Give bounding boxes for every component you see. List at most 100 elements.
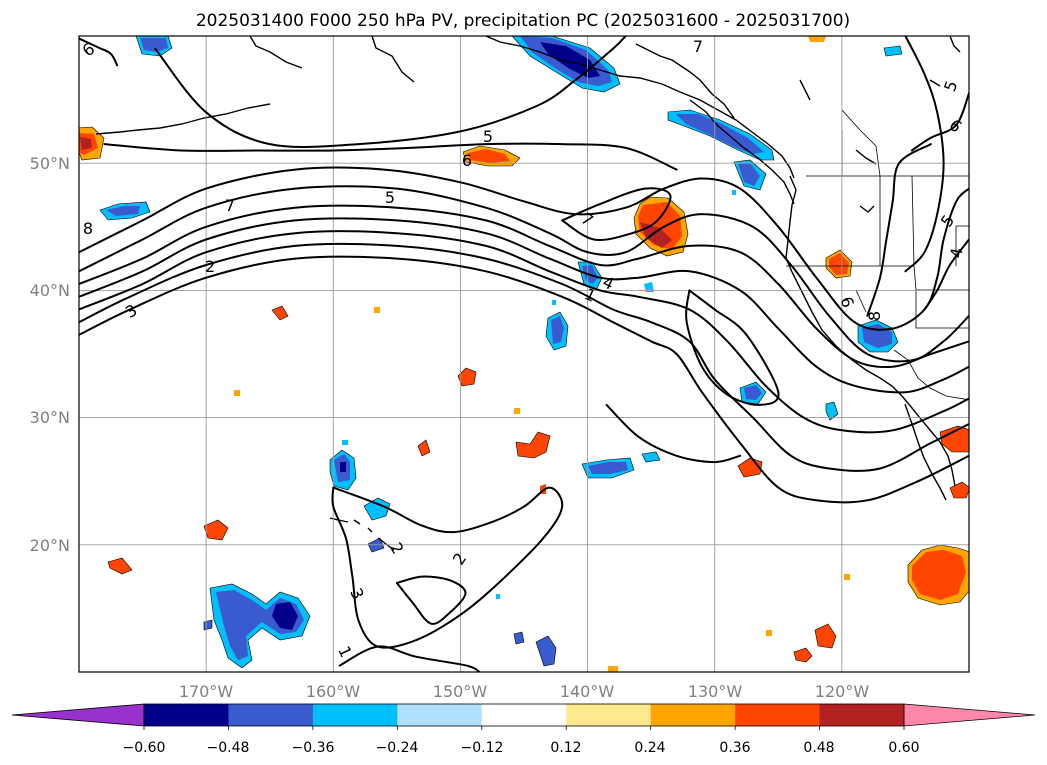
coastline <box>689 99 795 205</box>
precip-negative-area <box>535 635 557 667</box>
colorbar <box>11 703 1036 730</box>
pv-contour-line-1 <box>79 255 969 504</box>
precip-positive-area <box>608 666 618 672</box>
pv-contour-line-8 <box>866 143 932 317</box>
chart-title: 2025031400 F000 250 hPa PV, precipitatio… <box>196 11 850 31</box>
precip-positive-area <box>844 574 850 580</box>
colorbar-swatch <box>228 704 314 726</box>
y-tick-label: 20°N <box>30 536 70 555</box>
colorbar-tick-label: 0.36 <box>719 740 750 756</box>
precip-positive-area <box>514 408 520 414</box>
precip-positive-area <box>417 439 431 457</box>
coastline <box>635 43 735 119</box>
precip-negative-area <box>825 401 839 421</box>
precip-positive-area <box>271 305 289 321</box>
contour-label: 5 <box>385 188 395 207</box>
contour-label: 7 <box>225 196 235 215</box>
precip-negative-area <box>106 206 140 216</box>
precip-negative-area <box>363 497 391 521</box>
colorbar-tick-label: −0.12 <box>461 740 504 756</box>
pv-contour-line-5 <box>154 36 627 148</box>
x-tick-label: 170°W <box>179 682 234 701</box>
pv-contour-line-1 <box>685 289 780 406</box>
x-tick-label: 130°W <box>688 682 743 701</box>
precip-negative-area <box>641 451 661 463</box>
pv-contour-line-4 <box>79 217 969 394</box>
x-tick-label: 120°W <box>815 682 870 701</box>
colorbar-extend-min <box>11 703 145 727</box>
x-tick-label: 140°W <box>560 682 615 701</box>
pv-contour-line-7 <box>79 166 969 331</box>
contour-label: 7 <box>693 37 703 56</box>
contour-label: 6 <box>462 151 472 170</box>
colorbar-tick-label: −0.48 <box>207 740 250 756</box>
precip-negative-area <box>272 602 298 630</box>
colorbar-swatch <box>481 704 567 726</box>
pv-contour-line-1 <box>338 645 481 672</box>
y-axis-tick-labels: 50°N 40°N 30°N 20°N <box>30 154 70 555</box>
colorbar-tick-label: −0.24 <box>376 740 419 756</box>
colorbar-swatch <box>144 704 229 726</box>
precip-positive-area <box>107 557 133 575</box>
precip-negative-area <box>738 163 760 186</box>
colorbar-frame <box>143 703 905 727</box>
x-tick-label: 150°W <box>433 682 488 701</box>
coastline <box>799 36 961 101</box>
precip-positive-area <box>814 623 837 649</box>
precip-positive-area <box>234 390 240 396</box>
precip-negative-area <box>644 282 654 292</box>
precip-positive-area <box>766 630 772 636</box>
colorbar-swatch <box>819 704 905 726</box>
precip-negative-area <box>551 316 564 344</box>
colorbar-tick-label: −0.60 <box>123 740 166 756</box>
precip-negative-area <box>203 619 213 631</box>
colorbar-tick-label: 0.24 <box>634 740 665 756</box>
colorbar-swatch <box>397 704 483 726</box>
pv-contour-line-2 <box>79 242 969 472</box>
pv-contour-layer <box>79 36 969 672</box>
colorbar-tick-label: −0.36 <box>292 740 335 756</box>
x-tick-label: 160°W <box>306 682 361 701</box>
colorbar-swatch <box>566 704 652 726</box>
pv-contour-line-6 <box>910 92 969 152</box>
precip-positive-area <box>829 253 849 275</box>
contour-label: 8 <box>83 219 93 238</box>
y-tick-label: 50°N <box>30 154 70 173</box>
pv-contour-line-3 <box>79 230 969 434</box>
precip-positive-area <box>808 36 826 42</box>
pv-contour-line-6 <box>103 142 678 171</box>
pv-contour-line-3 <box>395 575 467 625</box>
precip-negative-area <box>340 462 346 472</box>
precip-negative-area <box>342 440 348 445</box>
plot-area <box>79 36 969 672</box>
precip-negative-area <box>513 631 525 645</box>
precip-negative-area <box>140 38 168 52</box>
precip-negative-area <box>496 594 500 599</box>
precip-positive-area <box>515 431 551 459</box>
contour-label: 5 <box>483 127 493 146</box>
precip-positive-area <box>468 149 510 163</box>
colorbar-tick-label: 0.12 <box>550 740 581 756</box>
precip-positive-area <box>793 647 813 663</box>
precip-negative-area <box>732 190 736 195</box>
pv-contour-line-2 <box>331 486 564 649</box>
precip-negative-area <box>540 42 600 78</box>
precipitation-anomaly-layer <box>79 36 969 672</box>
precip-negative-area <box>744 385 762 400</box>
pv-contour-line-7 <box>561 187 672 241</box>
colorbar-swatch <box>735 704 821 726</box>
contour-label: 8 <box>865 311 884 321</box>
contour-label: 4 <box>946 246 966 259</box>
colorbar-extend-max <box>903 703 1036 727</box>
plot-frame <box>78 35 970 673</box>
colorbar-tick-label: 0.48 <box>803 740 834 756</box>
pv-contour-line-2 <box>605 403 742 464</box>
coastline <box>855 149 877 213</box>
precip-negative-area <box>552 300 556 305</box>
colorbar-swatch <box>650 704 736 726</box>
pv-contour-line-5 <box>904 36 945 273</box>
coastline <box>249 36 303 69</box>
contour-label: 2 <box>205 257 215 276</box>
precip-positive-area <box>203 519 229 541</box>
